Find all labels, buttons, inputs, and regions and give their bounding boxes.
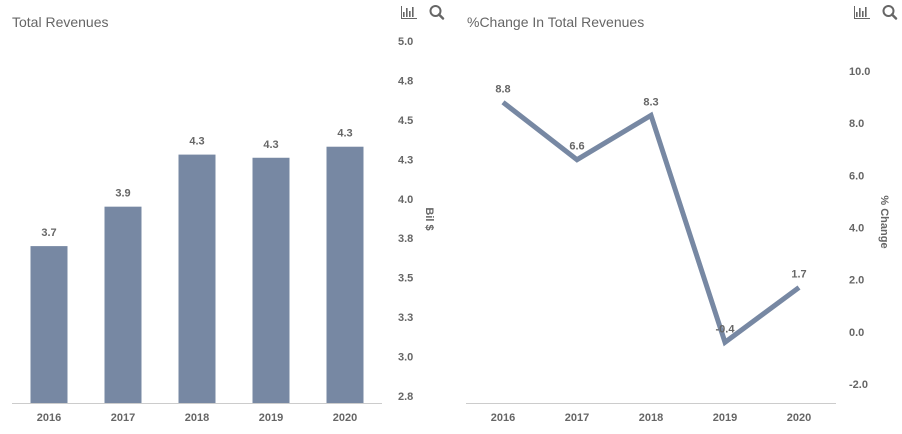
x-tick-label: 2018 bbox=[185, 412, 209, 424]
x-tick-label: 2019 bbox=[713, 412, 737, 424]
bar-chart-icon[interactable] bbox=[853, 4, 871, 20]
chart-title: Total Revenues bbox=[12, 14, 109, 30]
y-tick-label: 6.0 bbox=[849, 170, 864, 182]
bar-chart: 3.7 2016 3.9 2017 4.3 2018 4.3 2019 4.3 2020 2.8 3.… bbox=[12, 36, 435, 424]
y-tick-label: 3.3 bbox=[398, 312, 413, 324]
revenue-chart-panel: Total Revenues 3.7 2016 3.9 2017 4.3 2018 4.3 2… bbox=[12, 4, 446, 424]
y-tick-label: 4.5 bbox=[398, 115, 413, 127]
chart-toolbar bbox=[853, 4, 899, 20]
y-axis-label: Bil $ bbox=[423, 207, 435, 230]
bar bbox=[252, 157, 290, 403]
bar-chart-icon[interactable] bbox=[400, 4, 418, 20]
x-tick-label: 2016 bbox=[37, 412, 61, 424]
y-tick-label: 4.0 bbox=[398, 194, 413, 206]
x-tick-label: 2017 bbox=[111, 412, 135, 424]
search-icon[interactable] bbox=[881, 4, 899, 20]
bar bbox=[326, 146, 364, 403]
x-tick-label: 2019 bbox=[259, 412, 283, 424]
bar bbox=[178, 154, 216, 403]
bar bbox=[104, 206, 142, 403]
line-chart: 8.8 2016 6.6 2017 8.3 2018 -0.4 2019 1.7 2020 -2.0… bbox=[466, 66, 890, 424]
chart-toolbar bbox=[400, 4, 446, 20]
y-tick-label: 3.0 bbox=[398, 352, 413, 364]
x-tick-label: 2020 bbox=[333, 412, 357, 424]
data-label: 8.8 bbox=[495, 83, 510, 95]
y-tick-label: 4.3 bbox=[398, 154, 413, 166]
y-tick-label: 4.0 bbox=[849, 223, 864, 235]
x-tick-label: 2018 bbox=[639, 412, 663, 424]
x-tick-label: 2017 bbox=[565, 412, 589, 424]
data-label: 3.9 bbox=[115, 188, 130, 200]
x-tick-label: 2020 bbox=[787, 412, 811, 424]
y-tick-label: 8.0 bbox=[849, 118, 864, 130]
y-tick-label: 2.8 bbox=[398, 391, 413, 403]
search-icon[interactable] bbox=[428, 4, 446, 20]
y-tick-label: 2.0 bbox=[849, 275, 864, 287]
data-label: 3.7 bbox=[41, 227, 56, 239]
y-tick-label: 5.0 bbox=[398, 36, 413, 48]
pct-change-chart-panel: %Change In Total Revenues 8.8 2016 6.6 2017… bbox=[451, 0, 902, 434]
data-label: -0.4 bbox=[716, 323, 736, 335]
x-tick-label: 2016 bbox=[491, 412, 515, 424]
bar bbox=[30, 246, 68, 403]
y-tick-label: 0.0 bbox=[849, 327, 864, 339]
y-tick-label: 4.8 bbox=[398, 75, 413, 87]
series-line bbox=[501, 100, 801, 347]
y-axis-label: % Change bbox=[878, 195, 890, 248]
y-tick-label: -2.0 bbox=[849, 379, 868, 391]
data-label: 4.3 bbox=[337, 128, 352, 140]
data-label: 4.3 bbox=[189, 136, 204, 148]
data-label: 6.6 bbox=[569, 141, 584, 153]
data-label: 1.7 bbox=[791, 268, 806, 280]
y-tick-label: 3.8 bbox=[398, 233, 413, 245]
y-tick-label: 10.0 bbox=[849, 66, 870, 78]
data-label: 4.3 bbox=[263, 139, 278, 151]
data-label: 8.3 bbox=[643, 96, 658, 108]
chart-title: %Change In Total Revenues bbox=[467, 14, 645, 30]
y-tick-label: 3.5 bbox=[398, 273, 413, 285]
